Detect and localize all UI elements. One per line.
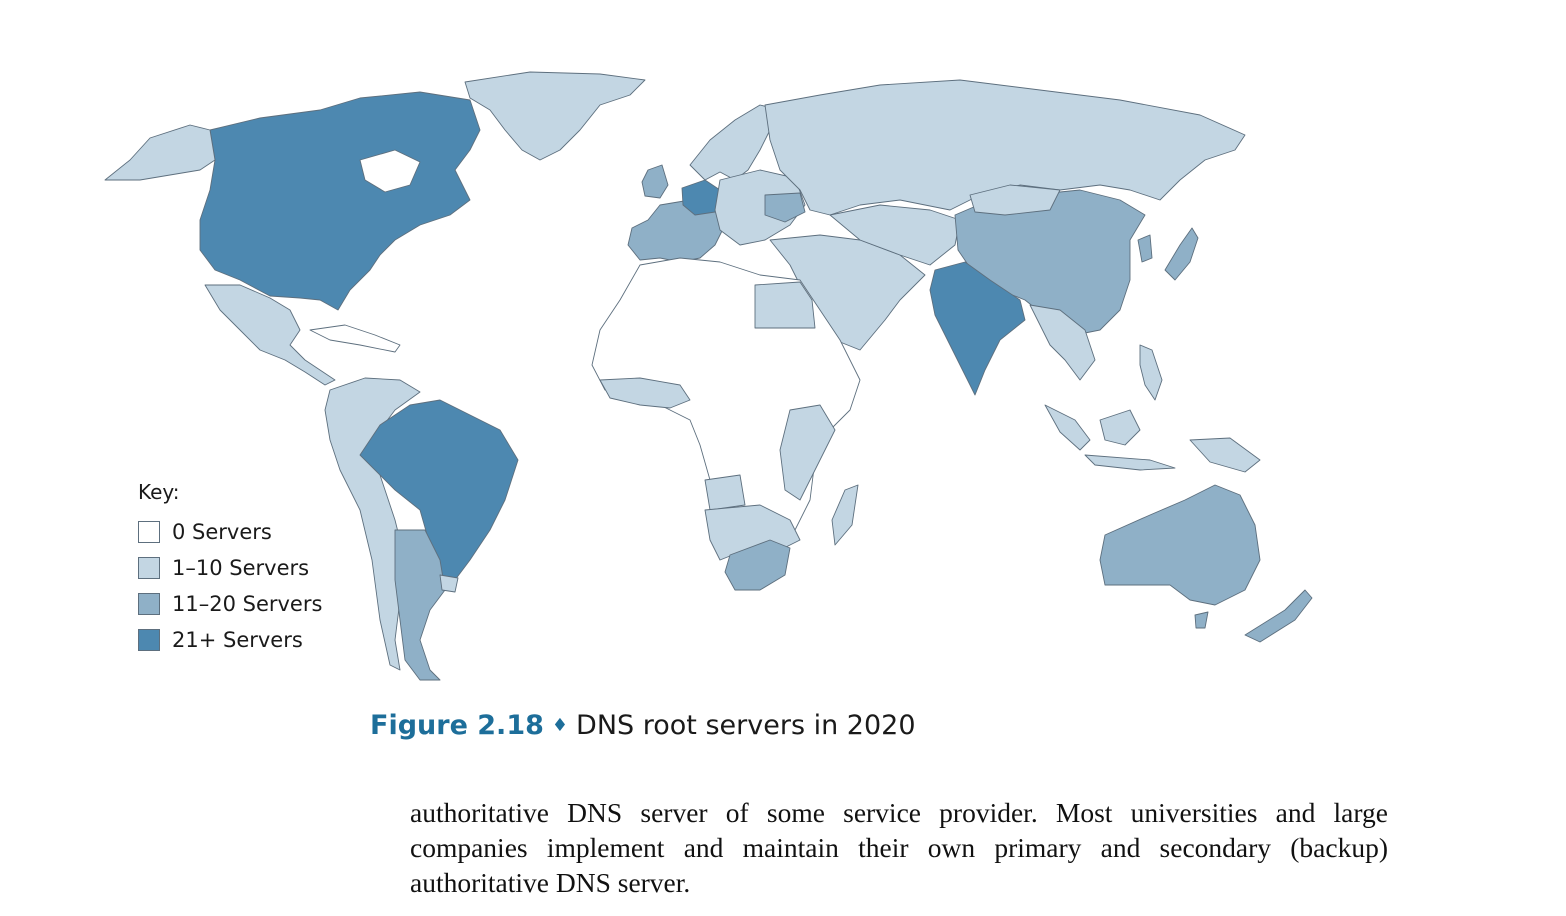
region-madagascar: [831, 484, 859, 546]
legend: Key: 0 Servers 1–10 Servers 11–20 Server…: [138, 480, 322, 658]
figure-number: Figure 2.18: [370, 710, 544, 741]
region-south-africa: [724, 539, 791, 591]
body-paragraph: authoritative DNS server of some service…: [410, 797, 1388, 898]
legend-swatch-2: [138, 593, 160, 615]
region-uruguay: [439, 574, 459, 593]
region-west-africa: [599, 377, 691, 409]
region-central-asia: [829, 204, 961, 266]
region-eastern-europe: [714, 169, 806, 246]
legend-item-3: 21+ Servers: [138, 622, 322, 658]
region-tasmania: [1194, 611, 1209, 629]
legend-item-0: 0 Servers: [138, 514, 322, 550]
figure-title: DNS root servers in 2020: [576, 710, 916, 741]
region-north-america: [199, 91, 481, 311]
region-central-africa: [704, 474, 746, 511]
legend-label-3: 21+ Servers: [172, 628, 303, 652]
region-new-zealand: [1244, 589, 1313, 643]
region-hudson-bay: [359, 149, 421, 193]
region-korea: [1137, 234, 1153, 263]
region-uk: [641, 164, 669, 199]
region-scandinavia: [689, 104, 781, 181]
region-india: [929, 261, 1026, 396]
world-map: [104, 71, 1313, 681]
region-north-africa: [754, 281, 816, 329]
legend-label-0: 0 Servers: [172, 520, 272, 544]
region-brazil: [359, 399, 519, 581]
legend-item-1: 1–10 Servers: [138, 550, 322, 586]
region-argentina: [394, 529, 446, 681]
region-germany: [681, 179, 721, 216]
region-ukraine: [764, 192, 806, 223]
region-indonesia: [1044, 404, 1261, 473]
region-japan: [1164, 227, 1199, 281]
region-alaska: [104, 124, 216, 181]
region-caribbean: [309, 324, 401, 353]
region-mongolia: [969, 184, 1061, 216]
legend-label-1: 1–10 Servers: [172, 556, 310, 580]
region-australia: [1099, 484, 1261, 606]
region-greenland: [464, 71, 646, 161]
diamond-icon: ♦: [551, 715, 569, 736]
legend-swatch-3: [138, 629, 160, 651]
region-philippines: [1139, 344, 1163, 401]
legend-label-2: 11–20 Servers: [172, 592, 323, 616]
region-southeast-asia: [1029, 304, 1096, 381]
region-russia: [764, 79, 1246, 216]
legend-item-2: 11–20 Servers: [138, 586, 322, 622]
region-east-africa: [779, 404, 836, 501]
region-mexico-central: [204, 284, 336, 386]
figure-caption: Figure 2.18 ♦ DNS root servers in 2020: [370, 710, 916, 741]
legend-swatch-0: [138, 521, 160, 543]
legend-title: Key:: [138, 480, 180, 504]
legend-swatch-1: [138, 557, 160, 579]
